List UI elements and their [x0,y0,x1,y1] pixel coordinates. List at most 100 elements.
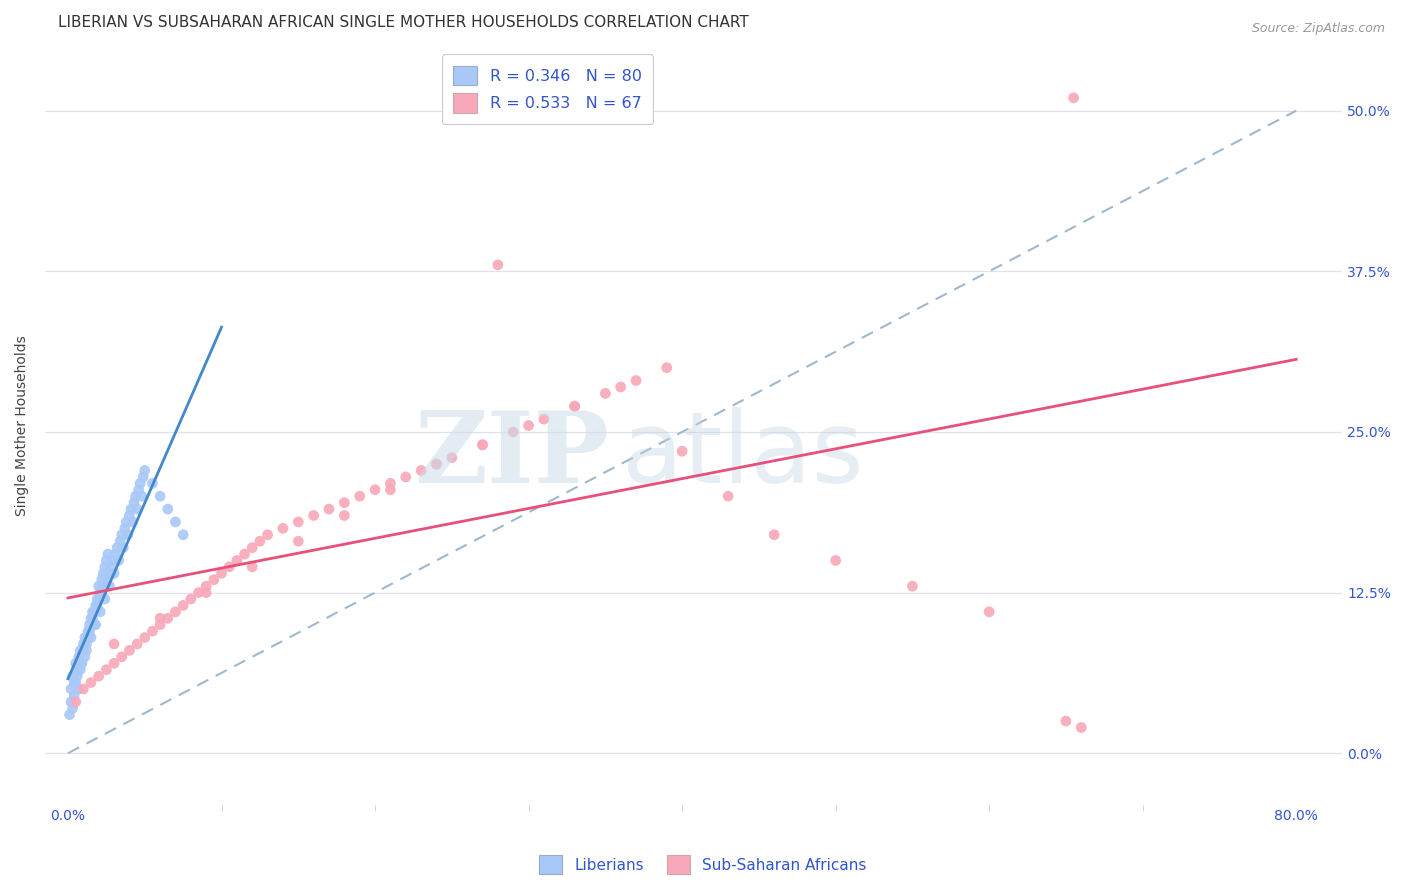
Point [104,547,127,561]
Point [425,457,447,471]
Point [96,573,118,587]
Point [132,470,155,484]
Point [149,489,172,503]
Point [100,560,122,574]
Y-axis label: Single Mother Households: Single Mother Households [15,335,30,516]
Point [120,502,142,516]
Point [60,695,83,709]
Point [134,463,156,477]
Point [75,637,97,651]
Point [195,579,218,593]
Point [65,695,87,709]
Point [65,675,87,690]
Point [655,360,678,375]
Point [87,669,110,683]
Point [425,457,447,471]
Point [287,515,309,529]
Point [118,643,141,657]
Point [395,470,418,484]
Point [62,701,84,715]
Point [103,657,125,671]
Point [83,617,105,632]
Point [70,657,93,671]
Point [86,592,108,607]
Point [69,663,91,677]
Point [172,599,194,613]
Point [165,605,187,619]
Point [73,631,96,645]
Point [249,534,271,549]
Point [471,438,494,452]
Point [97,566,120,581]
Point [121,515,143,529]
Point [90,573,112,587]
Point [609,380,631,394]
Point [156,502,179,516]
Point [124,489,146,503]
Text: Source: ZipAtlas.com: Source: ZipAtlas.com [1251,22,1385,36]
Point [82,605,104,619]
Point [73,649,96,664]
Point [149,617,172,632]
Point [67,649,90,664]
Point [165,515,187,529]
Text: LIBERIAN VS SUBSAHARAN AFRICAN SINGLE MOTHER HOUSEHOLDS CORRELATION CHART: LIBERIAN VS SUBSAHARAN AFRICAN SINGLE MO… [58,15,749,30]
Point [440,450,463,465]
Point [72,681,94,696]
Point [108,534,131,549]
Point [83,605,105,619]
Point [128,483,150,497]
Point [233,547,256,561]
Point [564,399,586,413]
Point [89,585,111,599]
Point [1054,714,1077,728]
Point [156,611,179,625]
Point [195,585,218,599]
Point [66,663,89,677]
Text: atlas: atlas [623,408,863,504]
Point [271,521,294,535]
Point [486,258,509,272]
Point [69,643,91,657]
Point [84,617,107,632]
Point [256,528,278,542]
Point [240,560,263,574]
Point [66,669,89,683]
Point [127,637,149,651]
Point [333,495,356,509]
Point [218,560,240,574]
Point [70,657,93,671]
Point [58,707,80,722]
Point [84,599,107,613]
Point [63,689,86,703]
Point [172,528,194,542]
Point [118,508,141,523]
Point [149,611,172,625]
Point [211,566,233,581]
Point [94,592,117,607]
Point [111,649,134,664]
Point [202,573,225,587]
Point [349,489,371,503]
Point [117,528,139,542]
Point [72,643,94,657]
Point [105,541,128,555]
Point [111,528,134,542]
Point [82,611,104,625]
Point [471,438,494,452]
Point [91,566,114,581]
Text: ZIP: ZIP [415,408,609,504]
Point [122,495,145,509]
Point [114,521,136,535]
Point [901,579,924,593]
Point [97,547,120,561]
Point [79,624,101,639]
Point [517,418,540,433]
Point [624,374,647,388]
Point [77,631,100,645]
Point [112,541,135,555]
Legend: R = 0.346   N = 80, R = 0.533   N = 67: R = 0.346 N = 80, R = 0.533 N = 67 [441,54,654,124]
Point [94,560,117,574]
Point [127,502,149,516]
Point [60,681,83,696]
